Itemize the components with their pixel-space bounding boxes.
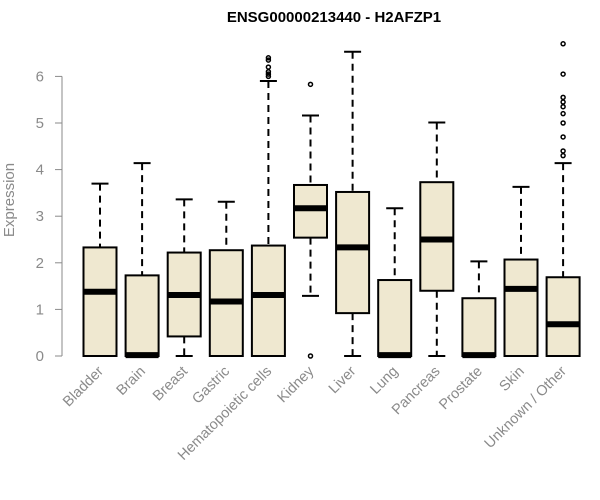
y-tick-label: 1 (36, 301, 44, 318)
iqr-box (293, 183, 328, 239)
x-category-label: Liver (326, 363, 360, 397)
y-tick-label: 5 (36, 115, 44, 132)
outlier-point (560, 71, 566, 77)
x-category-label: Lung (367, 364, 401, 398)
outlier-point (265, 64, 272, 70)
iqr-box (124, 274, 160, 357)
x-category-label: Breast (150, 364, 191, 405)
box-group (82, 182, 118, 357)
box-group (545, 41, 581, 357)
box-group (335, 50, 371, 357)
iqr-box (503, 258, 539, 357)
y-axis: 0 1 2 3 4 5 6 (36, 68, 63, 365)
y-tick-label: 3 (36, 208, 44, 225)
box-group (419, 121, 455, 357)
iqr-box (82, 246, 118, 357)
y-tick-label: 0 (36, 348, 44, 365)
outlier-point (560, 94, 566, 101)
outlier-point (560, 152, 566, 159)
outlier-point (560, 120, 566, 126)
box-group (124, 162, 160, 359)
outlier-point (265, 71, 272, 77)
x-category-label: Skin (497, 364, 528, 395)
outlier-point (307, 81, 314, 88)
outlier-point (307, 353, 314, 359)
x-category-label: Brain (114, 364, 149, 399)
iqr-box (250, 244, 286, 357)
box-group (461, 260, 497, 359)
box-group (250, 55, 286, 357)
iqr-box (545, 276, 581, 357)
outlier-point (560, 134, 566, 140)
outlier-point (265, 55, 272, 61)
y-tick-label: 2 (36, 255, 44, 272)
outlier-point (560, 148, 566, 154)
chart-title: ENSG00000213440 - H2AFZP1 (227, 9, 441, 26)
box-group (377, 207, 413, 359)
iqr-box (461, 297, 497, 358)
y-axis-label: Expression (1, 163, 18, 237)
outlier-point (560, 41, 566, 47)
outlier-point (560, 110, 566, 117)
y-tick-label: 6 (36, 68, 44, 85)
iqr-box (335, 190, 371, 315)
box-group (208, 200, 244, 357)
outlier-point (560, 103, 566, 110)
box-group (293, 81, 328, 359)
x-category-label: Kidney (275, 363, 318, 406)
boxes (82, 41, 581, 359)
iqr-box (419, 181, 455, 292)
box-group (503, 185, 539, 357)
outlier-point (265, 57, 272, 63)
iqr-box (377, 279, 413, 357)
x-category-label: Prostate (436, 364, 485, 413)
x-category-label: Bladder (60, 363, 107, 410)
box-group (166, 198, 202, 357)
outlier-point (560, 99, 566, 105)
y-tick-label: 4 (36, 162, 44, 179)
